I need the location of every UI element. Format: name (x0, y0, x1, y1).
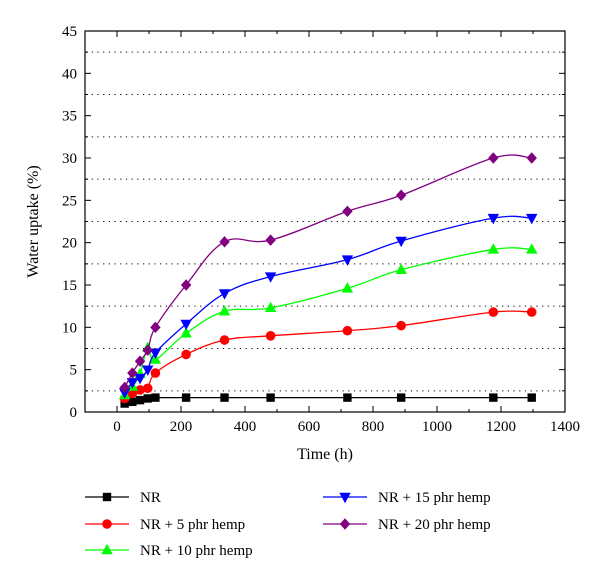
data-point (118, 388, 131, 399)
data-point (395, 236, 407, 248)
y-tick-label: 40 (62, 66, 77, 82)
y-tick-label: 5 (70, 363, 78, 379)
data-point (487, 243, 500, 254)
data-point (265, 234, 276, 246)
data-point (143, 394, 152, 403)
legend-item-nr-15-phr-hemp: NR + 15 phr hemp (323, 490, 491, 506)
data-point (266, 393, 275, 402)
data-point (180, 279, 192, 291)
series-nr-20-phr-hemp (119, 152, 537, 394)
y-tick-label: 20 (62, 236, 77, 252)
data-point (265, 331, 276, 341)
data-point (127, 367, 138, 379)
y-tick-label: 30 (62, 151, 77, 167)
data-point (526, 307, 537, 317)
data-point (151, 393, 160, 402)
data-point (180, 327, 192, 338)
data-point (343, 393, 352, 402)
data-point (218, 289, 231, 300)
legend-marker (339, 492, 351, 504)
data-point (126, 378, 139, 389)
y-tick-label: 15 (62, 278, 77, 294)
y-axis-label: Water uptake (%) (25, 165, 42, 277)
legend-label: NR + 20 phr hemp (378, 517, 491, 533)
x-tick-label: 1200 (486, 419, 516, 435)
legend-label: NR (140, 490, 161, 506)
series-line (124, 215, 532, 393)
data-point (488, 152, 499, 164)
data-point (142, 383, 153, 394)
data-point (396, 320, 406, 331)
legend: NR NR + 5 phr hemp NR + 10 phr hemp NR + 15… (85, 490, 491, 559)
x-axis-label: Time (h) (297, 446, 353, 463)
data-point (526, 152, 537, 164)
x-tick-label: 800 (362, 419, 385, 435)
data-point (134, 373, 146, 385)
data-point (341, 255, 354, 266)
legend-item-nr-10-phr-hemp: NR + 10 phr hemp (85, 543, 253, 559)
data-point (119, 381, 130, 394)
x-tick-label: 1000 (422, 419, 452, 435)
legend-marker (102, 492, 112, 502)
x-tick-label: 0 (113, 419, 121, 435)
data-point (218, 305, 231, 316)
x-tick-label: 200 (170, 419, 193, 435)
data-point (142, 344, 153, 356)
data-point (526, 243, 538, 254)
legend-item-nr-5-phr-hemp: NR + 5 phr hemp (85, 517, 245, 533)
data-point (127, 388, 138, 399)
data-point (526, 213, 538, 225)
series-nr-15-phr-hemp (118, 213, 538, 399)
data-point (120, 399, 129, 408)
plot-area (86, 51, 564, 408)
data-point (128, 397, 137, 407)
legend-label: NR + 5 phr hemp (140, 517, 245, 533)
data-point (150, 368, 161, 378)
y-tick-label: 10 (62, 320, 77, 336)
data-point (134, 355, 146, 367)
legend-item-nr-20-phr-hemp: NR + 20 phr hemp (323, 517, 491, 533)
data-point (395, 189, 407, 201)
data-point (181, 393, 191, 402)
data-point (219, 335, 230, 345)
legend-marker (339, 518, 351, 530)
legend-marker (102, 519, 112, 529)
data-point (264, 301, 277, 313)
data-point (396, 393, 406, 402)
data-point (487, 213, 500, 225)
series-nr-5-phr-hemp (119, 307, 537, 404)
y-tick-label: 45 (62, 24, 77, 40)
data-point (395, 263, 407, 274)
series-nr (120, 393, 536, 408)
data-point (220, 393, 229, 402)
data-point (135, 395, 145, 405)
data-point (527, 393, 536, 402)
data-point (264, 272, 277, 283)
legend-marker (101, 543, 113, 555)
data-point (149, 348, 162, 359)
y-tick-label: 0 (70, 405, 78, 421)
y-tick-label: 35 (62, 109, 77, 125)
data-point (488, 307, 499, 317)
x-tick-label: 600 (298, 419, 321, 435)
data-point (181, 349, 191, 360)
data-point (489, 393, 498, 402)
data-point (142, 365, 154, 376)
axes: 0 200 400 600 800 1000 1200 1400 0 5 10 15 20 25 30 35 4… (25, 24, 580, 463)
x-tick-label: 400 (234, 419, 257, 435)
data-point (342, 205, 353, 218)
data-point (150, 321, 161, 334)
data-point (180, 319, 192, 331)
legend-label: NR + 10 phr hemp (140, 543, 253, 559)
y-tick-label: 25 (62, 193, 77, 209)
data-point (135, 385, 145, 395)
data-point (342, 325, 353, 336)
x-tick-label: 1400 (550, 419, 580, 435)
legend-label: NR + 15 phr hemp (378, 490, 491, 506)
legend-item-nr: NR (85, 490, 161, 506)
data-point (341, 282, 354, 293)
data-point (219, 236, 230, 248)
